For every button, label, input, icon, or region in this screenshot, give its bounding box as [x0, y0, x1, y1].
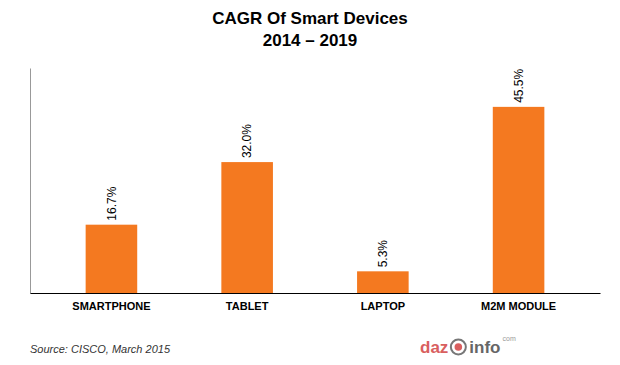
logo: daz infocom — [420, 335, 516, 357]
x-axis-line — [31, 293, 601, 294]
x-tick: M2M MODULE — [481, 300, 556, 312]
data-label: 5.3% — [376, 240, 390, 268]
data-label: 16.7% — [105, 186, 119, 220]
logo-superscript: com — [503, 335, 516, 342]
bar — [86, 225, 138, 293]
bars — [86, 107, 545, 293]
chart: CAGR Of Smart Devices 2014 – 2019 SMARTPHO… — [0, 0, 620, 365]
y-axis-line — [30, 69, 31, 294]
x-axis: SMARTPHONE TABLET LAPTOP M2M MODULE — [31, 294, 601, 312]
logo-text: info — [469, 338, 500, 357]
x-tick-label: LAPTOP — [361, 300, 405, 312]
y-axis — [30, 69, 31, 294]
bar — [493, 107, 545, 293]
data-label: 32.0% — [240, 124, 254, 158]
x-tick-label: M2M MODULE — [481, 300, 556, 312]
title-line: CAGR Of Smart Devices — [212, 9, 408, 28]
x-tick-label: TABLET — [226, 300, 269, 312]
title-line: 2014 – 2019 — [263, 31, 358, 50]
title: CAGR Of Smart Devices 2014 – 2019 — [212, 9, 408, 50]
x-tick: LAPTOP — [361, 300, 405, 312]
bar — [221, 162, 273, 293]
logo-ring — [451, 340, 466, 355]
logo-dot — [455, 343, 463, 351]
x-tick: TABLET — [226, 300, 269, 312]
source-note: Source: CISCO, March 2015 — [30, 343, 171, 355]
data-label: 45.5% — [512, 69, 526, 103]
logo-text: daz — [420, 338, 448, 357]
x-tick-label: SMARTPHONE — [72, 300, 150, 312]
x-tick: SMARTPHONE — [72, 300, 150, 312]
bar — [357, 271, 409, 293]
plot: SMARTPHONE TABLET LAPTOP M2M MODULE 16.7% 32.… — [31, 69, 601, 312]
data-labels: 16.7% 32.0% 5.3% 45.5% — [105, 69, 526, 268]
